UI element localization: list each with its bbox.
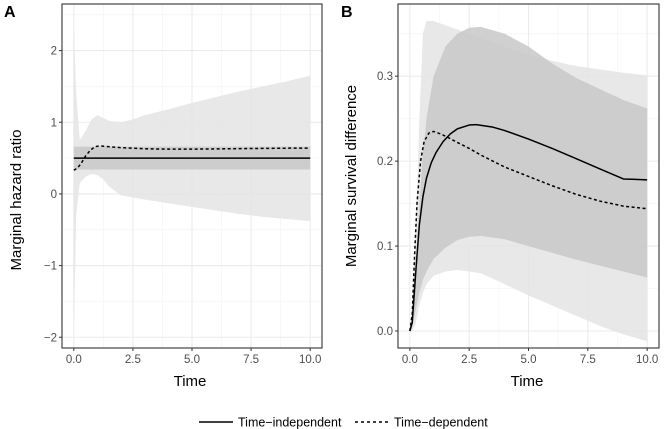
- panel-b-x-axis-title: Time: [511, 373, 544, 390]
- panel-a-tag: A: [4, 4, 16, 21]
- legend-label-time-independent: Time−independent: [238, 416, 342, 429]
- panel-b-y-tick-label: 0.3: [377, 71, 393, 83]
- panel-b-y-tick-label: 0.1: [377, 241, 393, 253]
- panel-b-y-axis-title: Marginal survival difference: [343, 85, 360, 267]
- panel-b-x-tick-label: 2.5: [461, 354, 477, 366]
- panel-a-line-time-dependent: [73, 145, 311, 171]
- panel-b-line-time-independent: [409, 123, 648, 332]
- panel-a-y-tick-label: 0: [51, 189, 57, 201]
- panel-a-x-tick-label: 0.0: [66, 354, 82, 366]
- panel-a: A 0.0 2.5 5.0 7.5 10.0 −2 −1 0 1 2 Time Marginal…: [4, 3, 323, 390]
- panel-b-x-tick-label: 10.0: [636, 354, 658, 366]
- panel-b-x-tick-label: 7.5: [580, 354, 596, 366]
- panel-a-band-outer: [73, 25, 311, 334]
- panel-b-line-time-dependent: [409, 130, 648, 332]
- panel-b-y-tick-label: 0.2: [377, 156, 393, 168]
- panel-a-y-tick-label: 2: [51, 46, 57, 58]
- panel-b-tag: B: [341, 4, 353, 21]
- panel-b-y-ticks: 0.0 0.1 0.2 0.3: [377, 71, 398, 338]
- panel-b-bands: [409, 20, 648, 342]
- panel-a-x-tick-label: 2.5: [125, 354, 141, 366]
- panel-b-band-inner: [409, 26, 648, 332]
- panel-a-x-tick-label: 5.0: [184, 354, 200, 366]
- panel-a-y-tick-label: −2: [44, 332, 57, 344]
- legend: Time−independent Time−dependent: [199, 416, 488, 429]
- panel-b-x-ticks: 0.0 2.5 5.0 7.5 10.0: [402, 348, 658, 366]
- panel-a-x-tick-label: 7.5: [243, 354, 259, 366]
- panel-b: B 0.0 2.5 5.0 7.5 10.0 0.0 0.1 0.2 0.3 Time Mar…: [341, 3, 660, 390]
- panel-a-y-tick-label: −1: [44, 261, 57, 273]
- panel-a-y-tick-label: 1: [51, 117, 57, 129]
- panel-a-y-axis-title: Marginal hazard ratio: [8, 130, 25, 271]
- panel-b-x-tick-label: 0.0: [402, 354, 418, 366]
- legend-label-time-dependent: Time−dependent: [394, 416, 488, 429]
- panel-b-y-tick-label: 0.0: [377, 326, 393, 338]
- panel-a-x-ticks: 0.0 2.5 5.0 7.5 10.0: [66, 348, 321, 366]
- panel-a-x-tick-label: 10.0: [299, 354, 321, 366]
- panel-a-x-axis-title: Time: [174, 373, 207, 390]
- panel-a-y-ticks: −2 −1 0 1 2: [44, 46, 62, 344]
- panel-b-x-tick-label: 5.0: [521, 354, 537, 366]
- panel-b-lines: [409, 123, 648, 332]
- panel-a-lines: [73, 145, 311, 171]
